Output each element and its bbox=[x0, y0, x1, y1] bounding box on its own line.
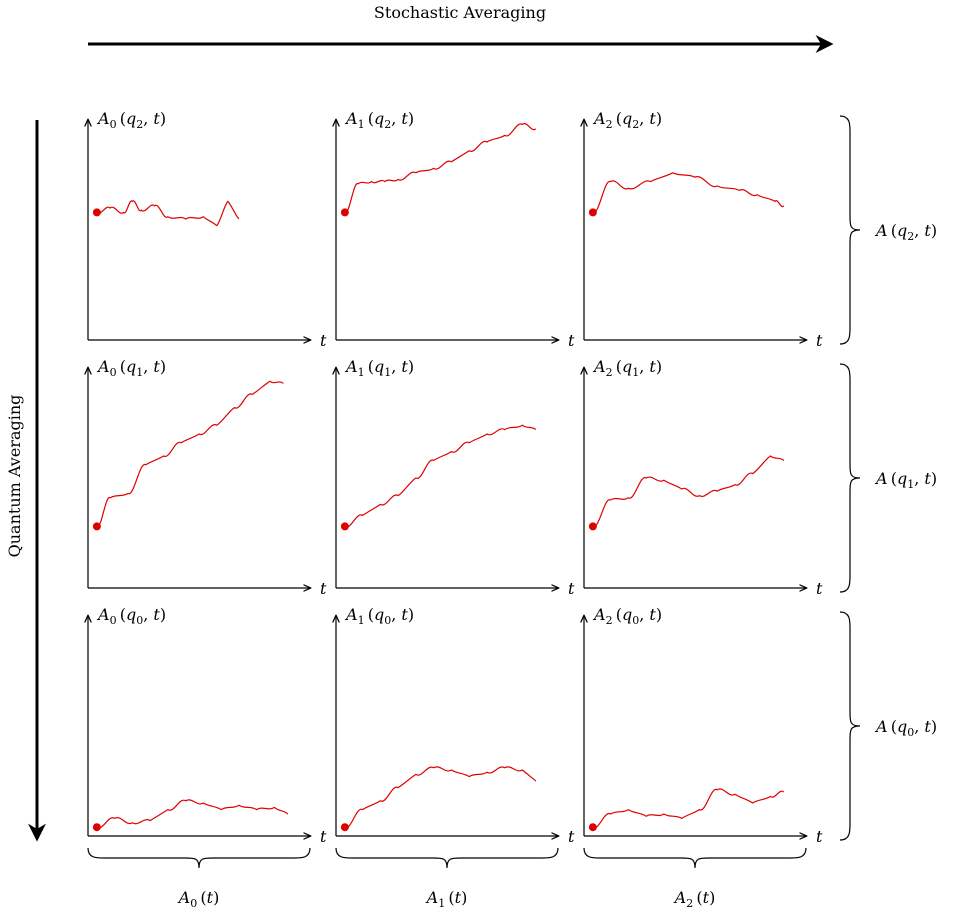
initial-point bbox=[92, 823, 101, 832]
panel-grid: A0 (q2, t)tA1 (q2, t)tA2 (q2, t)tA0 (q1,… bbox=[88, 109, 823, 846]
initial-point bbox=[588, 208, 597, 217]
stochastic-averaging-label: Stochastic Averaging bbox=[374, 3, 546, 22]
row-brace-q1: A (q1, t) bbox=[839, 363, 937, 593]
column-brace-a0: A0 (t) bbox=[87, 847, 311, 910]
y-axis-label: A0 (q0, t) bbox=[96, 605, 166, 627]
y-axis-label: A2 (q1, t) bbox=[592, 357, 662, 379]
x-axis-label: t bbox=[568, 579, 575, 598]
initial-point bbox=[588, 823, 597, 832]
x-axis-label: t bbox=[568, 827, 575, 846]
trajectory-curve bbox=[96, 200, 240, 227]
y-axis-label: A1 (q2, t) bbox=[344, 109, 414, 131]
column-label: A2 (t) bbox=[673, 888, 716, 910]
row-brace-q0: A (q0, t) bbox=[839, 611, 937, 841]
quantum-averaging-label: Quantum Averaging bbox=[5, 395, 24, 558]
trajectory-curve bbox=[344, 123, 537, 214]
x-axis-label: t bbox=[568, 331, 575, 350]
initial-point bbox=[340, 522, 349, 531]
y-axis-label: A2 (q2, t) bbox=[592, 109, 662, 131]
trajectory-curve bbox=[592, 788, 785, 829]
column-brace-a1: A1 (t) bbox=[335, 847, 559, 910]
panel-a2-q2: A2 (q2, t) t bbox=[584, 109, 823, 350]
column-brace-a2: A2 (t) bbox=[583, 847, 807, 910]
panel-a0-q1: A0 (q1, t) t bbox=[88, 357, 327, 598]
panel-a2-q1: A2 (q1, t) t bbox=[584, 357, 823, 598]
column-label: A1 (t) bbox=[425, 888, 468, 910]
initial-point bbox=[340, 208, 349, 217]
trajectory-curve bbox=[344, 424, 537, 528]
trajectory-curve bbox=[344, 766, 537, 829]
row-label: A (q1, t) bbox=[874, 469, 937, 491]
y-axis-label: A1 (q0, t) bbox=[344, 605, 414, 627]
y-axis-label: A2 (q0, t) bbox=[592, 605, 662, 627]
x-axis-label: t bbox=[816, 579, 823, 598]
x-axis-label: t bbox=[320, 331, 327, 350]
panel-a1-q0: A1 (q0, t) t bbox=[336, 605, 575, 846]
row-label: A (q2, t) bbox=[874, 221, 937, 243]
trajectory-curve bbox=[592, 455, 785, 528]
trajectory-curve bbox=[96, 380, 284, 528]
initial-point bbox=[92, 208, 101, 217]
y-axis-label: A1 (q1, t) bbox=[344, 357, 414, 379]
initial-point bbox=[92, 522, 101, 531]
row-brace-q2: A (q2, t) bbox=[839, 115, 937, 345]
panel-a0-q0: A0 (q0, t) t bbox=[88, 605, 327, 846]
x-axis-label: t bbox=[320, 579, 327, 598]
initial-point bbox=[588, 522, 597, 531]
y-axis-label: A0 (q2, t) bbox=[96, 109, 166, 131]
trajectory-curve bbox=[592, 172, 785, 214]
row-braces: A (q2, t) A (q1, t) A (q0, t) bbox=[839, 115, 937, 841]
x-axis-label: t bbox=[320, 827, 327, 846]
panel-a2-q0: A2 (q0, t) t bbox=[584, 605, 823, 846]
panel-a0-q2: A0 (q2, t) t bbox=[88, 109, 327, 350]
x-axis-label: t bbox=[816, 827, 823, 846]
column-label: A0 (t) bbox=[177, 888, 220, 910]
x-axis-label: t bbox=[816, 331, 823, 350]
trajectory-curve bbox=[96, 799, 289, 829]
y-axis-label: A0 (q1, t) bbox=[96, 357, 166, 379]
panel-a1-q1: A1 (q1, t) t bbox=[336, 357, 575, 598]
row-label: A (q0, t) bbox=[874, 717, 937, 739]
column-braces: A0 (t) A1 (t) A2 (t) bbox=[87, 847, 807, 910]
panel-a1-q2: A1 (q2, t) t bbox=[336, 109, 575, 350]
initial-point bbox=[340, 823, 349, 832]
